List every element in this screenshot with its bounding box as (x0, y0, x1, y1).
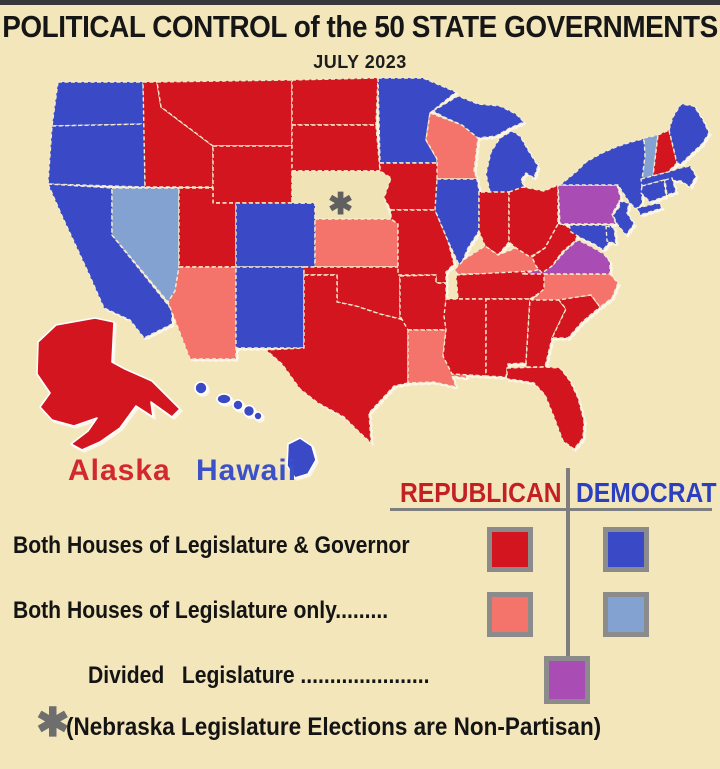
state-north-carolina (531, 273, 619, 308)
state-illinois (434, 178, 480, 268)
swatch-divided-legislature (544, 656, 590, 704)
page-subtitle: JULY 2023 (313, 52, 407, 72)
state-wyoming (212, 145, 293, 204)
hawaii-island-3 (232, 399, 244, 411)
state-florida (506, 366, 585, 450)
state-arkansas (399, 274, 447, 331)
legend-democrat-header: DEMOCRAT (576, 477, 717, 508)
state-north-dakota (291, 77, 379, 126)
state-new-hampshire (652, 129, 678, 177)
state-arizona (167, 266, 237, 360)
state-delaware (605, 225, 617, 245)
swatch-democrat-legislature (603, 592, 649, 637)
state-minnesota (377, 77, 457, 164)
swatch-republican-legislature (487, 592, 533, 637)
alaska-label: Alaska (68, 454, 171, 487)
state-michigan-upper-peninsula (432, 95, 525, 139)
hawaii-island-big (286, 437, 317, 479)
footnote-text: (Nebraska Legislature Elections are Non-… (66, 713, 602, 741)
state-rhode-island (664, 177, 677, 196)
hawaii-island-2 (216, 393, 232, 405)
state-alabama (485, 298, 531, 378)
nebraska-nonpartisan-asterisk: ✱ (328, 188, 353, 221)
legend-underline (390, 508, 712, 511)
legend-row-divided-label: Divided Legislature ....................… (88, 662, 430, 689)
state-michigan (485, 130, 539, 195)
swatch-republican-trifecta (487, 527, 533, 572)
state-west-virginia (531, 223, 583, 274)
swatch-democrat-trifecta (603, 527, 649, 572)
state-virginia (521, 239, 611, 275)
state-oregon (47, 123, 146, 188)
legend-row-trifecta-label: Both Houses of Legislature & Governor (13, 532, 410, 559)
state-pennsylvania (557, 184, 622, 225)
state-texas (265, 274, 409, 444)
legend-row-legislature-only-label: Both Houses of Legislature only......... (13, 597, 389, 624)
hawaii-island-1 (194, 381, 208, 395)
state-indiana (478, 191, 510, 256)
hawaii-island-4 (242, 404, 256, 418)
hawaii-label: Hawaii (196, 454, 297, 487)
us-states-map: ✱ Alaska Hawaii (36, 77, 710, 487)
state-new-jersey (612, 200, 635, 236)
state-california (47, 183, 173, 339)
footnote-asterisk: ✱ (36, 701, 70, 745)
state-new-mexico (235, 266, 305, 349)
state-colorado (235, 202, 316, 268)
page-title: POLITICAL CONTROL of the 50 STATE GOVERN… (2, 9, 718, 44)
state-south-dakota (291, 124, 381, 172)
hawaii-island-5 (253, 411, 263, 421)
state-mississippi (442, 298, 487, 377)
state-alaska (36, 317, 181, 451)
state-georgia (525, 298, 567, 368)
legend-divider-line (566, 468, 570, 658)
state-hawaii-islands (194, 381, 317, 479)
top-edge-border (0, 0, 720, 5)
legend-republican-header: REPUBLICAN (400, 477, 562, 508)
state-connecticut (640, 179, 667, 203)
state-new-york-long-island (636, 202, 663, 216)
state-maryland (568, 224, 613, 251)
state-washington (51, 81, 146, 127)
state-maine (668, 103, 710, 165)
state-kansas (314, 218, 399, 268)
